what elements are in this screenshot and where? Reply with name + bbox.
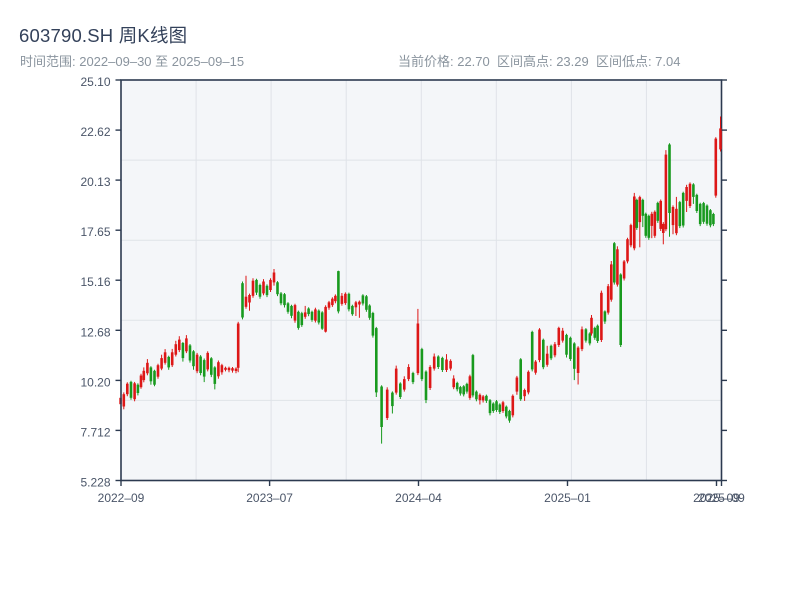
svg-text:2024–04: 2024–04: [395, 491, 442, 505]
svg-text:20.13: 20.13: [80, 175, 110, 189]
svg-text:5.228: 5.228: [80, 476, 110, 490]
svg-text:7.712: 7.712: [80, 425, 110, 439]
svg-text:2023–07: 2023–07: [246, 491, 293, 505]
svg-text:2022–09: 2022–09: [98, 491, 145, 505]
svg-text:10.20: 10.20: [80, 375, 110, 389]
svg-text:2025–09: 2025–09: [698, 491, 745, 505]
svg-text:2025–09: 2025–09: [693, 491, 740, 505]
svg-text:22.62: 22.62: [80, 125, 110, 139]
svg-text:25.10: 25.10: [80, 75, 110, 89]
svg-text:2025–01: 2025–01: [544, 491, 591, 505]
svg-text:17.65: 17.65: [80, 225, 110, 239]
svg-text:15.16: 15.16: [80, 275, 110, 289]
svg-text:12.68: 12.68: [80, 325, 110, 339]
